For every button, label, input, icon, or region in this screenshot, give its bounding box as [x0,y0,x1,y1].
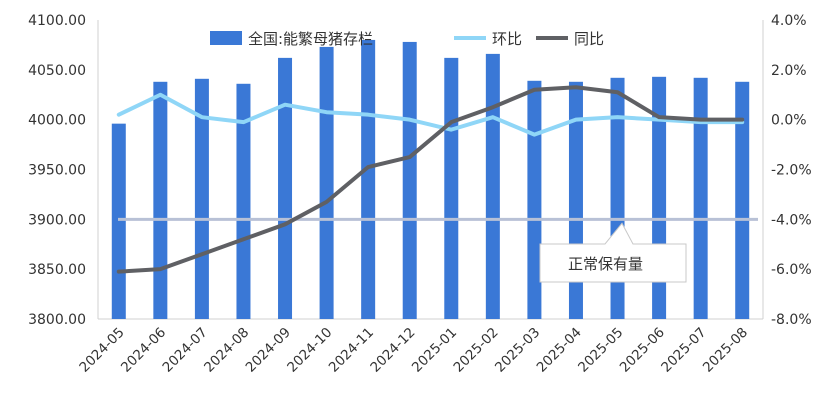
x-tick-label: 2025-02 [450,325,501,376]
x-tick-label: 2024-08 [201,325,252,376]
bar [194,78,209,319]
x-tick-label: 2024-12 [367,325,418,376]
legend-label: 环比 [492,30,522,48]
x-tick-label: 2024-10 [284,325,335,376]
left-tick-label: 3800.00 [28,312,86,328]
right-tick-label: 0.0% [771,113,807,129]
bar [693,77,708,319]
x-tick-label: 2024-07 [160,325,211,376]
x-tick-label: 2025-08 [700,325,751,376]
bar [485,53,500,320]
left-tick-label: 4100.00 [28,13,86,29]
left-tick-label: 4050.00 [28,63,86,79]
mom-line [116,92,745,137]
bar [361,39,376,319]
right-tick-label: -6.0% [771,262,812,278]
bar [610,77,625,319]
x-tick-label: 2025-03 [492,325,543,376]
reference-line-label: 正常保有量 [568,255,643,273]
bar [402,41,417,319]
bar [278,57,293,320]
x-tick-label: 2024-05 [76,325,127,376]
line-series-layer [116,85,745,274]
legend-label: 全国:能繁母猪存栏 [248,30,373,48]
x-tick-label: 2025-07 [658,325,709,376]
bar [236,83,251,319]
right-tick-label: -8.0% [771,312,812,328]
yoy-line [116,85,745,274]
left-tick-label: 4000.00 [28,113,86,129]
legend: 全国:能繁母猪存栏 环比 同比 [210,30,604,48]
legend-label: 同比 [574,30,604,48]
bar [111,123,126,319]
left-tick-label: 3850.00 [28,262,86,278]
legend-swatch-bar [210,31,242,45]
bar [735,81,750,319]
right-tick-label: -2.0% [771,163,812,179]
x-tick-label: 2024-11 [326,325,377,376]
bar [153,81,168,319]
x-tick-label: 2025-05 [575,325,626,376]
x-tick-label: 2025-01 [409,325,460,376]
x-tick-label: 2024-09 [243,325,294,376]
x-tick-label: 2025-06 [617,325,668,376]
bar [444,57,459,320]
bar [527,80,542,320]
left-tick-label: 3900.00 [28,212,86,228]
bar-series-layer [111,39,750,320]
callout-box [539,222,687,283]
right-tick-label: -4.0% [771,212,812,228]
right-tick-label: 4.0% [771,13,807,29]
annotation-callout: 正常保有量 [539,222,687,283]
left-tick-label: 3950.00 [28,163,86,179]
x-tick-label: 2024-06 [118,325,169,376]
bar [319,46,334,319]
x-tick-label: 2025-04 [534,325,585,376]
right-tick-label: 2.0% [771,63,807,79]
